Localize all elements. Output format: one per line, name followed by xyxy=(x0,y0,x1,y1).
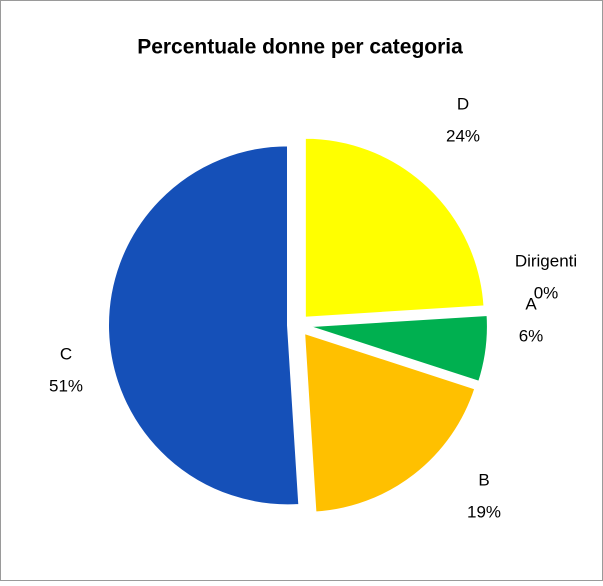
chart-title: Percentuale donne per categoria xyxy=(137,36,463,59)
slice-category-label: C xyxy=(60,344,72,363)
slice-value-label: 51% xyxy=(49,376,83,395)
slice-category-label: Dirigenti xyxy=(515,251,577,270)
slice-category-label: A xyxy=(525,294,537,313)
slice-value-label: 6% xyxy=(519,326,544,345)
slice-value-label: 19% xyxy=(467,502,501,521)
pie-slice xyxy=(303,136,486,319)
slice-category-label: B xyxy=(478,470,489,489)
slice-category-label: D xyxy=(457,94,469,113)
pie-slice xyxy=(307,312,488,326)
slice-value-label: 24% xyxy=(446,126,480,145)
slice-value-label: 0% xyxy=(534,283,559,302)
pie-slice xyxy=(307,313,489,384)
pie-slice xyxy=(303,331,477,514)
pie-slice xyxy=(107,144,301,507)
